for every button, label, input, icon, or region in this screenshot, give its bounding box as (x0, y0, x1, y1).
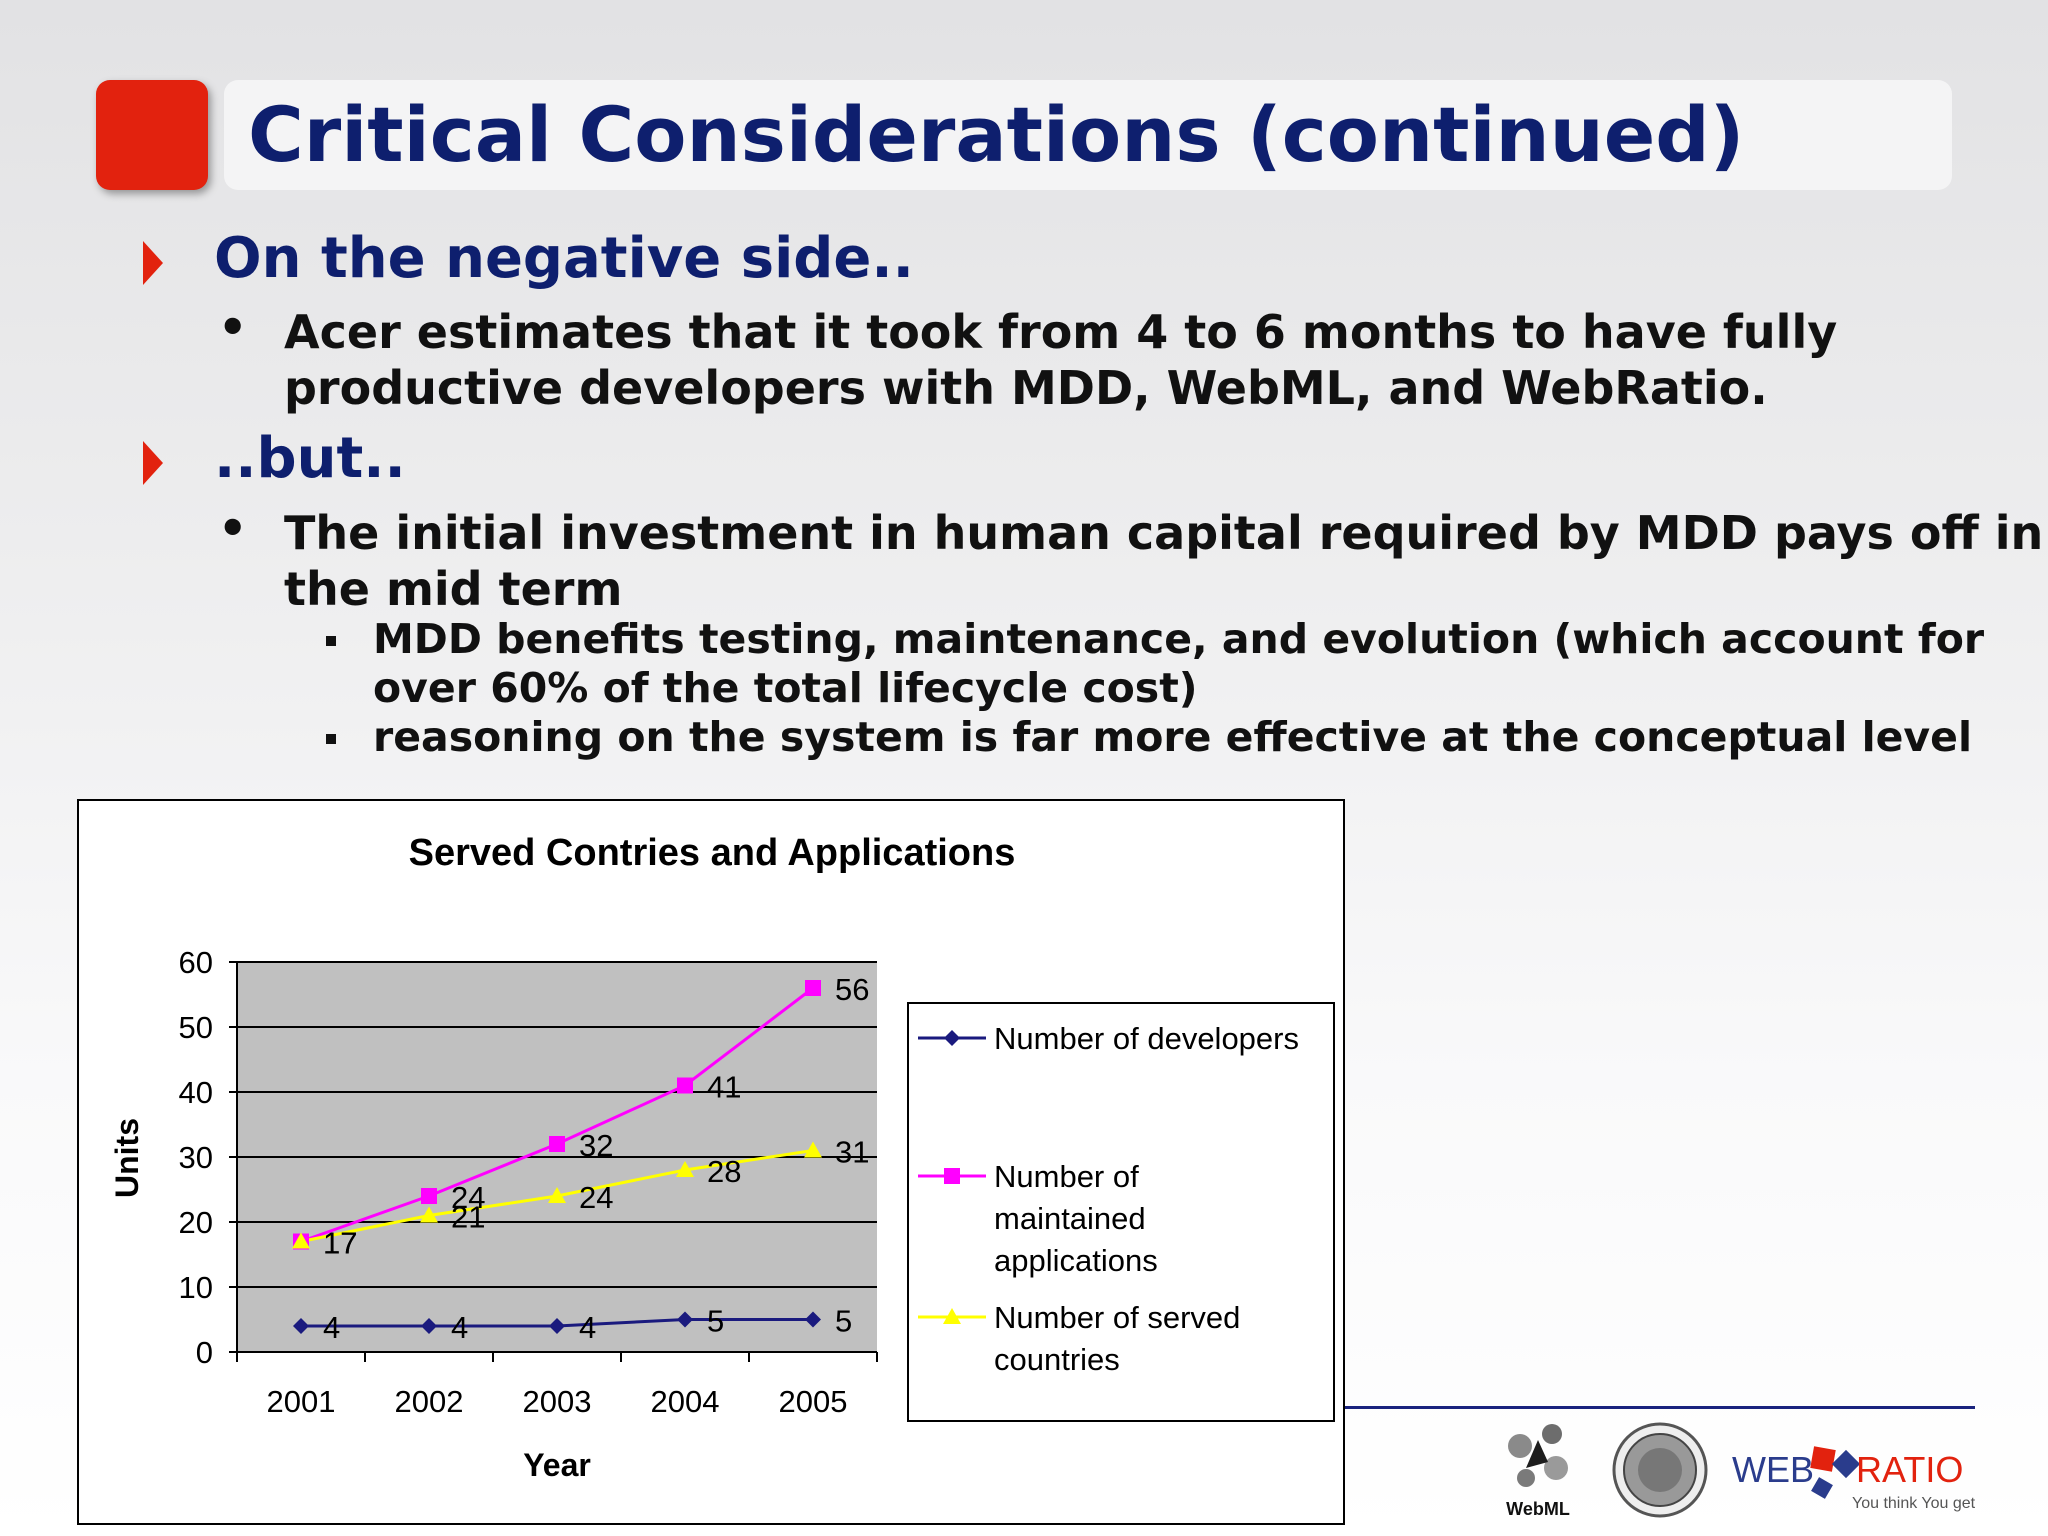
data-point-square (677, 1077, 693, 1094)
data-point-square (549, 1136, 565, 1152)
data-point-diamond (293, 1318, 309, 1334)
y-tick-label: 0 (196, 1335, 213, 1370)
chart-frame: Served Contries and Applications 0 10 20 30… (77, 799, 1345, 1525)
data-label: 17 (323, 1226, 357, 1261)
data-label: 28 (707, 1154, 741, 1189)
data-point-triangle (804, 1141, 822, 1158)
data-label: 4 (451, 1310, 468, 1345)
data-point-triangle (943, 1308, 961, 1324)
chart-title: Served Contries and Applications (409, 832, 1016, 874)
bullet-dot-icon: • (218, 501, 248, 555)
bullet-text-investment-2: the mid term (284, 562, 623, 616)
y-tick-label: 40 (179, 1075, 213, 1110)
bullet-dot-icon: • (218, 300, 248, 354)
data-point-diamond (677, 1311, 693, 1328)
data-point-triangle (676, 1161, 694, 1177)
y-tick-label: 10 (179, 1270, 213, 1305)
y-axis-label: Units (109, 1118, 145, 1198)
bullet-text-acer-2: productive developers with MDD, WebML, a… (284, 361, 1768, 415)
square-bullet-icon (326, 636, 336, 646)
webratio-tagline: You think You get (1852, 1495, 1976, 1512)
subbullet-text-testing-1: MDD benefits testing, maintenance, and e… (373, 615, 1985, 663)
data-label: 17 (323, 1226, 357, 1261)
data-label: 56 (835, 972, 869, 1007)
data-point-diamond (549, 1318, 565, 1334)
data-label: 4 (579, 1310, 596, 1345)
data-label: 5 (835, 1304, 852, 1339)
data-label: 4 (323, 1310, 340, 1345)
x-tick-label: 2003 (523, 1384, 592, 1419)
data-point-diamond (944, 1030, 960, 1046)
square-bullet-icon (326, 734, 336, 744)
politecnico-seal (1612, 1422, 1708, 1518)
subbullet-text-testing-2: over 60% of the total lifecycle cost) (373, 664, 1198, 712)
title-bar (224, 80, 1952, 190)
data-point-diamond (421, 1318, 437, 1334)
data-label: 41 (707, 1070, 741, 1105)
data-label: 5 (707, 1304, 724, 1339)
slide-title: Critical Considerations (continued) (248, 90, 1745, 179)
footer-rule (1345, 1406, 1975, 1409)
data-label: 21 (451, 1200, 485, 1235)
data-point-square (421, 1188, 437, 1204)
legend-label: Number of maintained applications (994, 1159, 1158, 1278)
title-accent-block (96, 80, 208, 190)
line-chart: Served Contries and Applications 0 10 20 30… (109, 832, 1335, 1483)
data-point-triangle (292, 1232, 310, 1249)
x-tick-label: 2001 (267, 1384, 336, 1419)
data-point-triangle (420, 1206, 438, 1223)
x-tick-label: 2005 (779, 1384, 848, 1419)
bullet-heading-negative: On the negative side.. (214, 226, 914, 291)
data-point-square (805, 980, 821, 996)
webml-logo: WebML (1506, 1424, 1570, 1519)
data-point-square (944, 1168, 960, 1184)
x-tick-label: 2004 (651, 1384, 720, 1419)
data-label: 31 (835, 1135, 869, 1170)
subbullet-text-reasoning: reasoning on the system is far more effe… (373, 713, 1973, 761)
bullet-heading-but: ..but.. (214, 426, 406, 491)
webml-label: WebML (1506, 1499, 1570, 1519)
data-label: 32 (579, 1128, 613, 1163)
footer-logos: WebML WEB RATIO You think You get (1506, 1422, 1976, 1519)
data-label: 24 (579, 1180, 613, 1215)
webratio-left-text: WEB (1732, 1449, 1814, 1490)
y-tick-label: 50 (179, 1010, 213, 1045)
data-point-triangle (548, 1187, 566, 1203)
data-point-diamond (805, 1311, 821, 1328)
bullet-text-acer-1: Acer estimates that it took from 4 to 6 … (284, 305, 1838, 359)
y-tick-label: 30 (179, 1140, 213, 1175)
bullet-arrow-icon (143, 241, 163, 285)
bullet-arrow-icon (143, 441, 163, 485)
legend-label: Number of developers (994, 1021, 1299, 1056)
bullet-text-investment-1: The initial investment in human capital … (284, 506, 2044, 560)
y-tick-label: 60 (179, 945, 213, 980)
x-axis-label: Year (523, 1447, 591, 1483)
data-label: 24 (451, 1180, 485, 1215)
y-tick-label: 20 (179, 1205, 213, 1240)
legend-label: Number of served countries (994, 1300, 1240, 1377)
webratio-right-text: RATIO (1856, 1449, 1963, 1490)
x-tick-label: 2002 (395, 1384, 464, 1419)
legend-box (907, 1002, 1335, 1422)
webratio-logo: WEB RATIO You think You get (1732, 1446, 1976, 1512)
